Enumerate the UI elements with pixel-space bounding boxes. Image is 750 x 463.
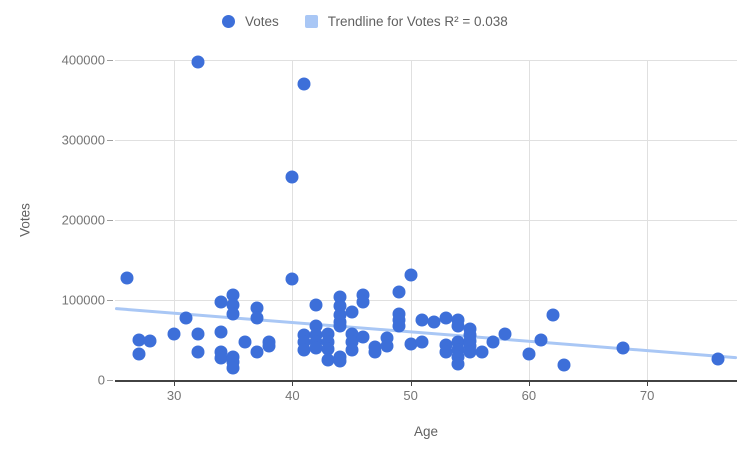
data-point[interactable] bbox=[368, 345, 382, 359]
data-point[interactable] bbox=[557, 358, 571, 372]
data-point[interactable] bbox=[356, 330, 370, 344]
plot-area bbox=[114, 55, 738, 382]
data-point[interactable] bbox=[711, 352, 725, 366]
y-axis-tick bbox=[107, 380, 113, 381]
x-tick-label: 60 bbox=[521, 388, 537, 403]
data-point[interactable] bbox=[616, 341, 630, 355]
data-point[interactable] bbox=[451, 319, 465, 333]
data-point[interactable] bbox=[285, 272, 299, 286]
vertical-gridline bbox=[410, 60, 412, 380]
chart-legend: Votes Trendline for Votes R² = 0.038 bbox=[222, 14, 508, 29]
data-point[interactable] bbox=[285, 170, 299, 184]
y-tick-label: 0 bbox=[97, 372, 105, 388]
data-point[interactable] bbox=[522, 347, 536, 361]
data-point[interactable] bbox=[534, 333, 548, 347]
y-tick-label: 100000 bbox=[61, 292, 105, 308]
horizontal-gridline bbox=[115, 300, 737, 301]
data-point[interactable] bbox=[179, 311, 193, 325]
data-point[interactable] bbox=[191, 345, 205, 359]
legend-label-votes: Votes bbox=[245, 14, 279, 29]
votes-series-marker-icon bbox=[222, 15, 235, 28]
data-point[interactable] bbox=[238, 335, 252, 349]
data-point[interactable] bbox=[309, 298, 323, 312]
vertical-gridline bbox=[292, 60, 294, 380]
y-axis-tick bbox=[107, 300, 113, 301]
data-point[interactable] bbox=[546, 308, 560, 322]
legend-item-votes[interactable]: Votes bbox=[222, 14, 279, 29]
data-point[interactable] bbox=[262, 339, 276, 353]
y-axis-tick bbox=[107, 140, 113, 141]
data-point[interactable] bbox=[297, 77, 311, 91]
data-point[interactable] bbox=[191, 55, 205, 69]
x-tick-label: 50 bbox=[403, 388, 418, 403]
x-axis-tick bbox=[174, 382, 176, 386]
data-point[interactable] bbox=[439, 311, 453, 325]
horizontal-gridline bbox=[115, 140, 737, 141]
data-point[interactable] bbox=[226, 361, 240, 375]
horizontal-gridline bbox=[115, 220, 737, 221]
y-axis-title: Votes bbox=[17, 203, 33, 237]
data-point[interactable] bbox=[214, 325, 228, 339]
data-point[interactable] bbox=[191, 327, 205, 341]
data-point[interactable] bbox=[404, 337, 418, 351]
data-point[interactable] bbox=[167, 327, 181, 341]
y-axis-tick bbox=[107, 60, 113, 61]
data-point[interactable] bbox=[345, 305, 358, 319]
x-axis-tick bbox=[647, 382, 649, 386]
data-point[interactable] bbox=[297, 343, 311, 357]
y-tick-label: 400000 bbox=[61, 52, 105, 68]
x-axis-tick bbox=[528, 382, 530, 386]
data-point[interactable] bbox=[427, 315, 441, 329]
data-point[interactable] bbox=[143, 334, 157, 348]
data-point[interactable] bbox=[345, 343, 358, 357]
data-point[interactable] bbox=[120, 271, 134, 285]
data-point[interactable] bbox=[356, 295, 370, 309]
data-point[interactable] bbox=[404, 268, 418, 282]
data-point[interactable] bbox=[250, 311, 264, 325]
data-point[interactable] bbox=[392, 285, 406, 299]
data-point[interactable] bbox=[380, 339, 394, 353]
trendline-marker-icon bbox=[304, 15, 318, 28]
y-tick-label: 300000 bbox=[61, 132, 105, 148]
y-axis-tick bbox=[107, 220, 113, 221]
x-axis-tick bbox=[292, 382, 294, 386]
data-point[interactable] bbox=[415, 313, 429, 327]
data-point[interactable] bbox=[392, 319, 406, 333]
data-point[interactable] bbox=[333, 354, 347, 368]
x-axis-tick bbox=[410, 382, 412, 386]
horizontal-gridline bbox=[115, 60, 737, 61]
data-point[interactable] bbox=[132, 333, 146, 347]
data-point[interactable] bbox=[321, 342, 335, 356]
data-point[interactable] bbox=[214, 351, 228, 365]
x-tick-label: 40 bbox=[285, 388, 300, 403]
vertical-gridline bbox=[174, 60, 176, 380]
data-point[interactable] bbox=[321, 353, 335, 367]
data-point[interactable] bbox=[132, 347, 146, 361]
data-point[interactable] bbox=[214, 295, 228, 309]
data-point[interactable] bbox=[475, 345, 489, 359]
vertical-gridline bbox=[647, 60, 649, 380]
data-point[interactable] bbox=[498, 327, 512, 341]
data-point[interactable] bbox=[463, 345, 477, 359]
data-point[interactable] bbox=[415, 335, 429, 349]
x-tick-label: 70 bbox=[639, 388, 655, 403]
y-tick-label: 200000 bbox=[61, 212, 105, 228]
data-point[interactable] bbox=[439, 345, 453, 359]
x-tick-label: 30 bbox=[166, 388, 182, 403]
data-point[interactable] bbox=[309, 341, 323, 355]
data-point[interactable] bbox=[250, 345, 264, 359]
data-point[interactable] bbox=[226, 307, 240, 321]
legend-item-trendline[interactable]: Trendline for Votes R² = 0.038 bbox=[304, 14, 508, 29]
data-point[interactable] bbox=[486, 335, 500, 349]
x-axis-title: Age bbox=[413, 424, 439, 439]
vertical-gridline bbox=[528, 60, 530, 380]
data-point[interactable] bbox=[333, 319, 347, 333]
legend-label-trendline: Trendline for Votes R² = 0.038 bbox=[327, 14, 508, 29]
data-point[interactable] bbox=[451, 357, 465, 371]
